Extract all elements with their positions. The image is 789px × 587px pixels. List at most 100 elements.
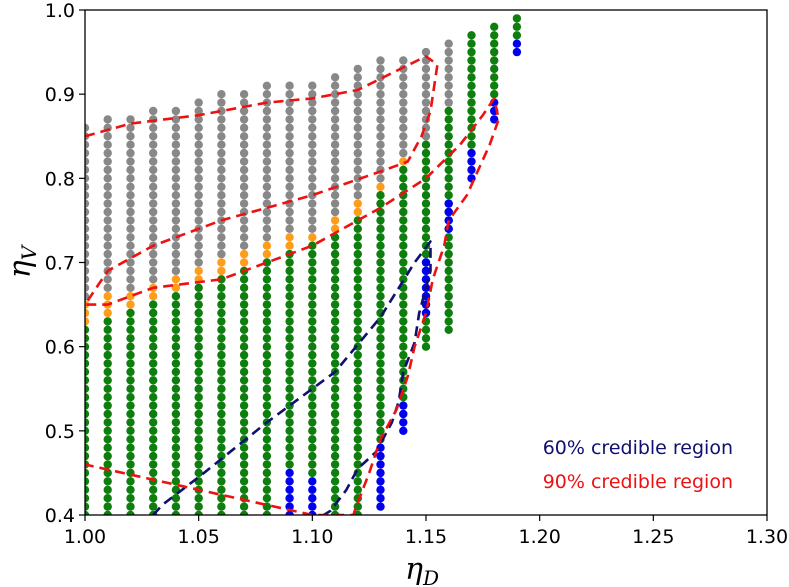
data-point-green [353, 460, 362, 469]
data-point-green [126, 350, 135, 360]
data-point-gray [85, 258, 90, 267]
data-point-gray [262, 216, 272, 225]
data-point-green [376, 292, 385, 301]
data-point-green [308, 258, 317, 267]
data-point-green [239, 283, 249, 292]
data-point-orange [171, 283, 181, 292]
data-point-green [262, 477, 272, 486]
data-point-green [85, 477, 90, 486]
data-point-gray [103, 191, 112, 200]
data-point-green [85, 443, 90, 452]
data-point-gray [171, 174, 181, 183]
data-point-green [171, 342, 181, 351]
data-point-gray [194, 106, 203, 116]
data-point-green [239, 485, 249, 494]
data-point-gray [217, 207, 226, 217]
data-point-blue [444, 199, 453, 208]
data-point-blue [285, 494, 294, 503]
data-point-green [171, 350, 181, 360]
data-point-green [217, 275, 226, 284]
data-point-blue [308, 502, 317, 511]
data-point-green [399, 241, 408, 250]
data-point-green [262, 292, 272, 301]
data-point-green [126, 342, 135, 351]
data-point-green [308, 443, 317, 452]
data-point-gray [194, 174, 203, 183]
data-point-green [285, 292, 294, 301]
data-point-green [376, 342, 385, 351]
data-point-green [444, 308, 453, 318]
data-point-green [467, 106, 476, 116]
data-point-gray [308, 157, 317, 166]
data-point-green [285, 393, 294, 402]
data-point-green [330, 409, 340, 419]
data-point-gray [126, 275, 135, 284]
data-point-green [421, 207, 431, 217]
data-point-gray [353, 123, 362, 132]
data-point-gray [194, 207, 203, 217]
data-point-green [421, 342, 431, 351]
data-point-green [194, 359, 203, 368]
data-point-gray [126, 191, 135, 200]
data-point-gray [217, 90, 226, 99]
data-point-green [239, 359, 249, 368]
data-point-green [308, 367, 317, 377]
data-point-gray [217, 249, 226, 259]
data-point-green [353, 384, 362, 393]
data-point-green [353, 249, 362, 259]
data-point-green [308, 468, 317, 478]
data-point-green [103, 325, 112, 334]
data-point-green [239, 376, 249, 385]
x-axis-label: ηD [405, 552, 439, 587]
data-point-gray [85, 249, 90, 259]
data-point-gray [421, 47, 431, 57]
data-point-green [85, 510, 90, 515]
data-point-gray [421, 132, 431, 141]
data-point-orange [239, 258, 249, 267]
data-point-gray [330, 199, 340, 208]
data-point-gray [126, 199, 135, 208]
data-point-gray [376, 115, 385, 124]
data-point-green [376, 350, 385, 360]
data-point-green [490, 56, 499, 65]
data-point-green [239, 443, 249, 452]
data-point-blue [308, 477, 317, 486]
data-point-green [171, 334, 181, 343]
data-point-blue [421, 266, 431, 276]
data-point-green [330, 334, 340, 343]
data-point-green [330, 418, 340, 427]
data-point-gray [126, 266, 135, 276]
data-point-green [85, 435, 90, 444]
data-point-green [126, 401, 135, 410]
data-point-green [490, 64, 499, 74]
data-point-green [399, 233, 408, 242]
data-point-green [262, 350, 272, 360]
data-point-green [444, 317, 453, 326]
data-point-orange [149, 292, 158, 301]
data-point-gray [285, 182, 294, 191]
data-point-green [262, 367, 272, 377]
data-point-gray [239, 174, 249, 183]
data-point-green [126, 494, 135, 503]
data-point-green [399, 165, 408, 175]
data-point-green [103, 418, 112, 427]
data-point-gray [308, 224, 317, 233]
data-point-green [149, 367, 158, 377]
data-point-gray [262, 165, 272, 175]
data-point-orange [308, 233, 317, 242]
data-point-green [239, 317, 249, 326]
data-point-green [149, 384, 158, 393]
data-point-green [126, 334, 135, 343]
data-point-gray [126, 207, 135, 217]
data-point-green [103, 502, 112, 511]
data-point-green [512, 14, 522, 23]
data-point-gray [353, 73, 362, 82]
data-point-gray [239, 233, 249, 242]
data-point-blue [512, 39, 522, 48]
data-point-green [262, 300, 272, 309]
data-point-green [194, 334, 203, 343]
y-tick-label: 0.4 [45, 505, 75, 527]
data-point-blue [285, 510, 294, 515]
data-point-green [126, 409, 135, 419]
data-point-gray [217, 224, 226, 233]
